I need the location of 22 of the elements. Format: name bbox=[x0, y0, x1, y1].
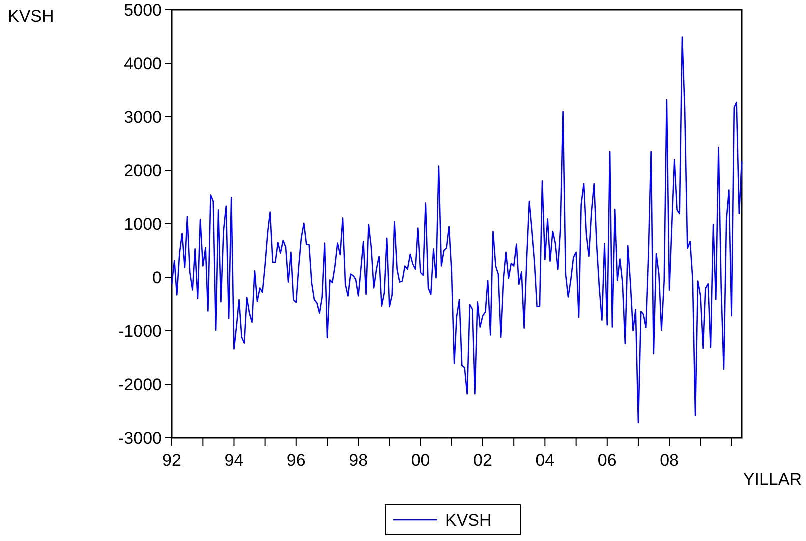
x-tick-label: 92 bbox=[162, 451, 182, 470]
y-tick-label: -1000 bbox=[118, 322, 162, 341]
x-tick-label: 06 bbox=[598, 451, 617, 470]
y-axis-title: KVSH bbox=[8, 7, 54, 26]
x-tick-label: 08 bbox=[660, 451, 680, 470]
y-tick-label: 5000 bbox=[124, 0, 162, 20]
y-tick-label: -3000 bbox=[118, 428, 162, 448]
y-tick-label: 2000 bbox=[124, 161, 162, 180]
x-tick-label: 00 bbox=[411, 451, 430, 470]
x-tick-label: 04 bbox=[536, 451, 555, 470]
x-axis-title: YILLAR bbox=[743, 470, 802, 489]
line-series bbox=[171, 36, 743, 424]
y-tick-label: 0 bbox=[152, 268, 162, 288]
y-tick-label: 4000 bbox=[124, 54, 162, 74]
x-tick-label: 94 bbox=[224, 451, 244, 470]
y-tick-label: -2000 bbox=[118, 375, 162, 394]
x-tick-label: 02 bbox=[474, 451, 492, 470]
legend-label: KVSH bbox=[446, 510, 492, 530]
x-tick-label: 98 bbox=[349, 451, 368, 470]
y-tick-label: 3000 bbox=[124, 108, 162, 127]
x-tick-label: 96 bbox=[286, 451, 306, 470]
y-tick-label: 1000 bbox=[124, 214, 162, 234]
